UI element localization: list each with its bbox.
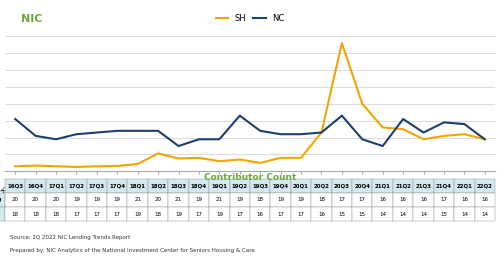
NC <box>196 138 202 141</box>
SH <box>441 134 447 137</box>
SH <box>114 164 120 168</box>
NC <box>400 117 406 121</box>
SH <box>482 138 488 141</box>
SH <box>74 166 80 169</box>
SH <box>196 156 202 159</box>
NC <box>32 134 38 137</box>
NC <box>420 131 426 134</box>
SH <box>462 133 468 136</box>
NC <box>216 138 222 141</box>
SH <box>400 128 406 131</box>
NC <box>155 129 161 132</box>
NC <box>441 121 447 124</box>
SH <box>237 158 243 161</box>
NC <box>339 114 345 117</box>
NC <box>360 138 366 141</box>
NC <box>298 133 304 136</box>
SH <box>339 42 345 45</box>
NC <box>257 129 263 132</box>
Text: Delinquency as a Share of Total Loans: Delinquency as a Share of Total Loans <box>141 13 408 26</box>
NC <box>176 144 182 148</box>
SH <box>94 165 100 168</box>
NC <box>278 133 283 136</box>
Text: Contributor Count: Contributor Count <box>204 173 296 182</box>
SH <box>360 102 366 105</box>
NC <box>114 129 120 132</box>
Text: Prepared by: NIC Analytics of the National Investment Center for Seniors Housing: Prepared by: NIC Analytics of the Nation… <box>10 248 254 253</box>
NC <box>318 131 324 134</box>
Line: NC: NC <box>15 116 485 146</box>
NC <box>237 114 243 117</box>
SH <box>176 157 182 160</box>
SH <box>257 161 263 164</box>
SH <box>53 165 59 168</box>
NC <box>482 138 488 141</box>
NC <box>380 144 386 148</box>
SH <box>216 160 222 163</box>
SH <box>32 164 38 167</box>
SH <box>278 156 283 159</box>
Legend: SH, NC: SH, NC <box>212 11 288 26</box>
Line: SH: SH <box>15 43 485 167</box>
NC <box>134 129 140 132</box>
Text: NIC: NIC <box>22 14 42 24</box>
SH <box>380 126 386 129</box>
Text: Source: 2Q 2022 NIC Lending Trends Report: Source: 2Q 2022 NIC Lending Trends Repor… <box>10 235 130 240</box>
NC <box>74 133 80 136</box>
SH <box>420 138 426 141</box>
SH <box>298 156 304 159</box>
SH <box>318 131 324 134</box>
NC <box>94 131 100 134</box>
NC <box>53 138 59 141</box>
SH <box>12 165 18 168</box>
NC <box>12 117 18 121</box>
FancyBboxPatch shape <box>5 3 59 36</box>
SH <box>134 162 140 166</box>
NC <box>462 123 468 126</box>
SH <box>155 152 161 155</box>
